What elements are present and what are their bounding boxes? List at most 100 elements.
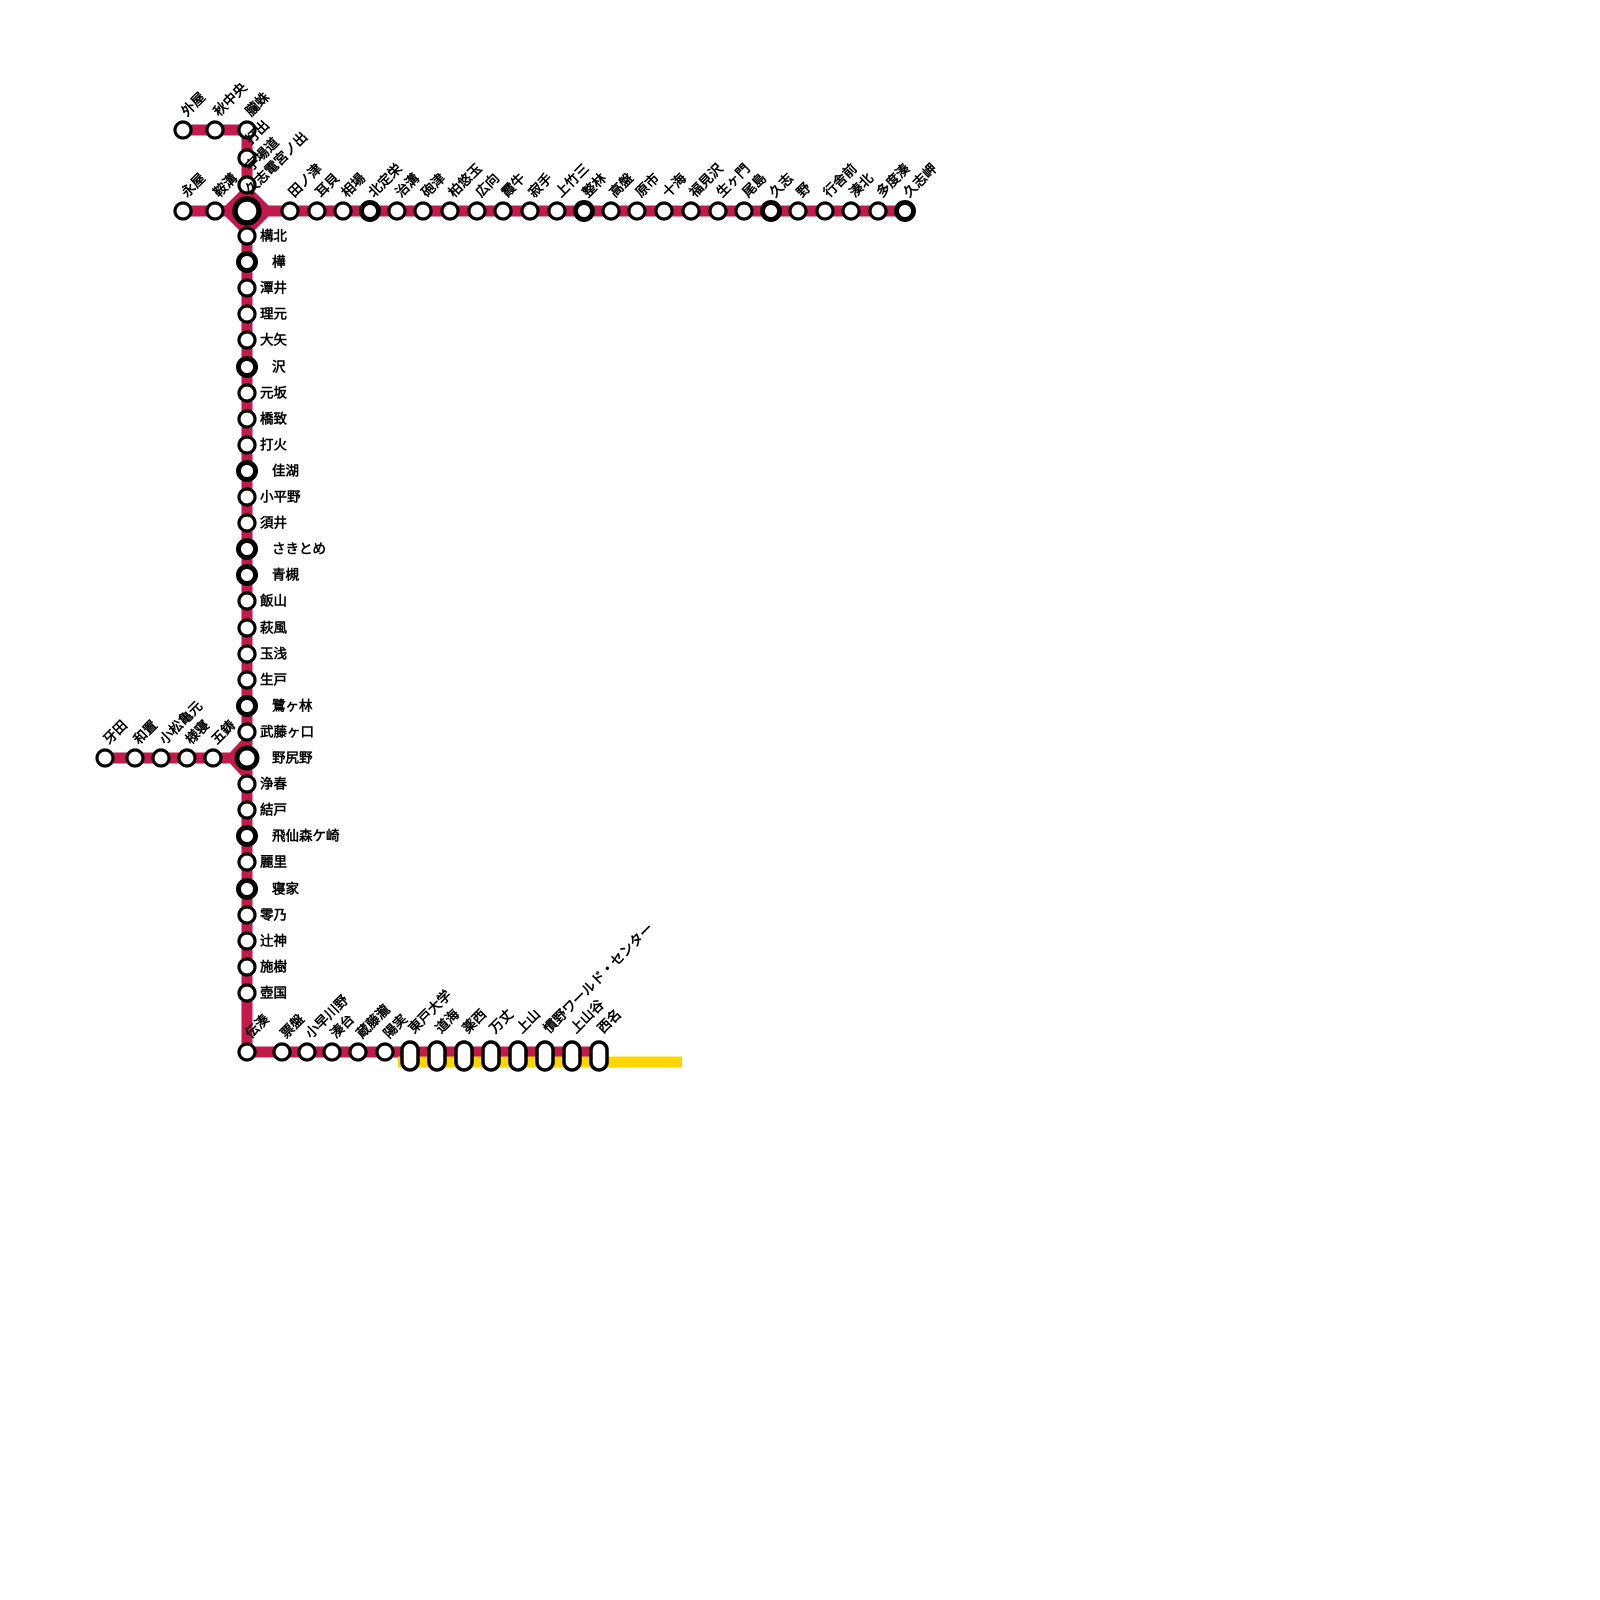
station-label: 玉浅: [260, 646, 287, 663]
station-marker[interactable]: [348, 1042, 368, 1062]
station-marker[interactable]: [203, 748, 223, 768]
station-marker[interactable]: [481, 1040, 501, 1072]
station-marker[interactable]: [237, 852, 257, 872]
station-marker[interactable]: [708, 201, 728, 221]
station-label: 寂手: [525, 169, 556, 200]
station-marker[interactable]: [237, 304, 257, 324]
station-label: 潭井: [260, 280, 287, 297]
station-marker[interactable]: [297, 1042, 317, 1062]
station-label: 和置: [131, 717, 162, 748]
station-marker[interactable]: [535, 1040, 555, 1072]
station-marker[interactable]: [205, 120, 225, 140]
station-marker[interactable]: [868, 201, 888, 221]
station-label: 相場: [338, 169, 369, 200]
station-label: 施樹: [260, 959, 287, 976]
station-marker[interactable]: [234, 745, 260, 771]
station-marker[interactable]: [237, 618, 257, 638]
station-marker[interactable]: [237, 722, 257, 742]
station-marker[interactable]: [237, 905, 257, 925]
station-label: 高盤: [606, 169, 637, 200]
station-label: 武藤ヶ口: [260, 724, 314, 741]
station-label: 理元: [260, 307, 287, 323]
station-marker[interactable]: [508, 1040, 528, 1072]
station-marker[interactable]: [237, 330, 257, 350]
station-marker[interactable]: [237, 931, 257, 951]
station-marker[interactable]: [237, 644, 257, 664]
station-marker[interactable]: [654, 201, 674, 221]
station-marker[interactable]: [236, 251, 258, 273]
station-marker[interactable]: [493, 201, 513, 221]
station-marker[interactable]: [841, 201, 861, 221]
station-marker[interactable]: [236, 825, 258, 847]
station-marker[interactable]: [237, 148, 257, 168]
station-marker[interactable]: [280, 201, 300, 221]
station-marker[interactable]: [413, 201, 433, 221]
station-marker[interactable]: [237, 591, 257, 611]
station-marker[interactable]: [237, 1042, 257, 1062]
station-marker[interactable]: [177, 748, 197, 768]
station-marker[interactable]: [788, 201, 808, 221]
station-marker[interactable]: [232, 196, 262, 226]
station-label: 元坂: [260, 385, 287, 402]
station-marker[interactable]: [95, 748, 115, 768]
station-marker[interactable]: [760, 200, 782, 222]
station-marker[interactable]: [237, 120, 257, 140]
station-marker[interactable]: [237, 983, 257, 1003]
station-marker[interactable]: [589, 1040, 609, 1072]
station-marker[interactable]: [236, 538, 258, 560]
station-marker[interactable]: [236, 878, 258, 900]
station-marker[interactable]: [237, 800, 257, 820]
station-marker[interactable]: [237, 383, 257, 403]
station-marker[interactable]: [272, 1042, 292, 1062]
station-marker[interactable]: [236, 695, 258, 717]
station-label: 霞牛: [498, 169, 529, 200]
station-marker[interactable]: [562, 1040, 582, 1072]
station-marker[interactable]: [237, 670, 257, 690]
station-marker[interactable]: [681, 201, 701, 221]
station-marker[interactable]: [236, 564, 258, 586]
station-marker[interactable]: [333, 201, 353, 221]
station-label: 野: [794, 180, 815, 201]
station-marker[interactable]: [467, 201, 487, 221]
station-marker[interactable]: [520, 201, 540, 221]
station-marker[interactable]: [359, 200, 381, 222]
station-marker[interactable]: [237, 513, 257, 533]
station-marker[interactable]: [237, 774, 257, 794]
station-marker[interactable]: [440, 201, 460, 221]
station-marker[interactable]: [815, 201, 835, 221]
station-marker[interactable]: [427, 1040, 447, 1072]
station-marker[interactable]: [237, 278, 257, 298]
station-marker[interactable]: [237, 957, 257, 977]
station-marker[interactable]: [734, 201, 754, 221]
station-marker[interactable]: [236, 356, 258, 378]
station-marker[interactable]: [322, 1042, 342, 1062]
station-marker[interactable]: [237, 487, 257, 507]
station-marker[interactable]: [601, 201, 621, 221]
station-label: 麗里: [260, 855, 287, 871]
station-marker[interactable]: [237, 175, 257, 195]
station-marker[interactable]: [400, 1040, 420, 1072]
station-label: 永屋: [178, 169, 209, 200]
station-marker[interactable]: [573, 200, 595, 222]
station-marker[interactable]: [387, 201, 407, 221]
station-marker[interactable]: [894, 200, 916, 222]
station-label: 慣野ワールド・センター: [540, 921, 657, 1038]
station-marker[interactable]: [151, 748, 171, 768]
station-marker[interactable]: [547, 201, 567, 221]
station-marker[interactable]: [375, 1042, 395, 1062]
station-marker[interactable]: [173, 201, 193, 221]
station-marker[interactable]: [237, 226, 257, 246]
station-label: 寝家: [272, 881, 299, 898]
station-marker[interactable]: [627, 201, 647, 221]
station-marker[interactable]: [125, 748, 145, 768]
station-marker[interactable]: [454, 1040, 474, 1072]
station-marker[interactable]: [237, 409, 257, 429]
station-marker[interactable]: [237, 435, 257, 455]
station-marker[interactable]: [236, 460, 258, 482]
station-marker[interactable]: [307, 201, 327, 221]
station-marker[interactable]: [205, 201, 225, 221]
station-label: 零乃: [259, 908, 287, 924]
station-label: 佳湖: [272, 463, 299, 480]
station-marker[interactable]: [173, 120, 193, 140]
